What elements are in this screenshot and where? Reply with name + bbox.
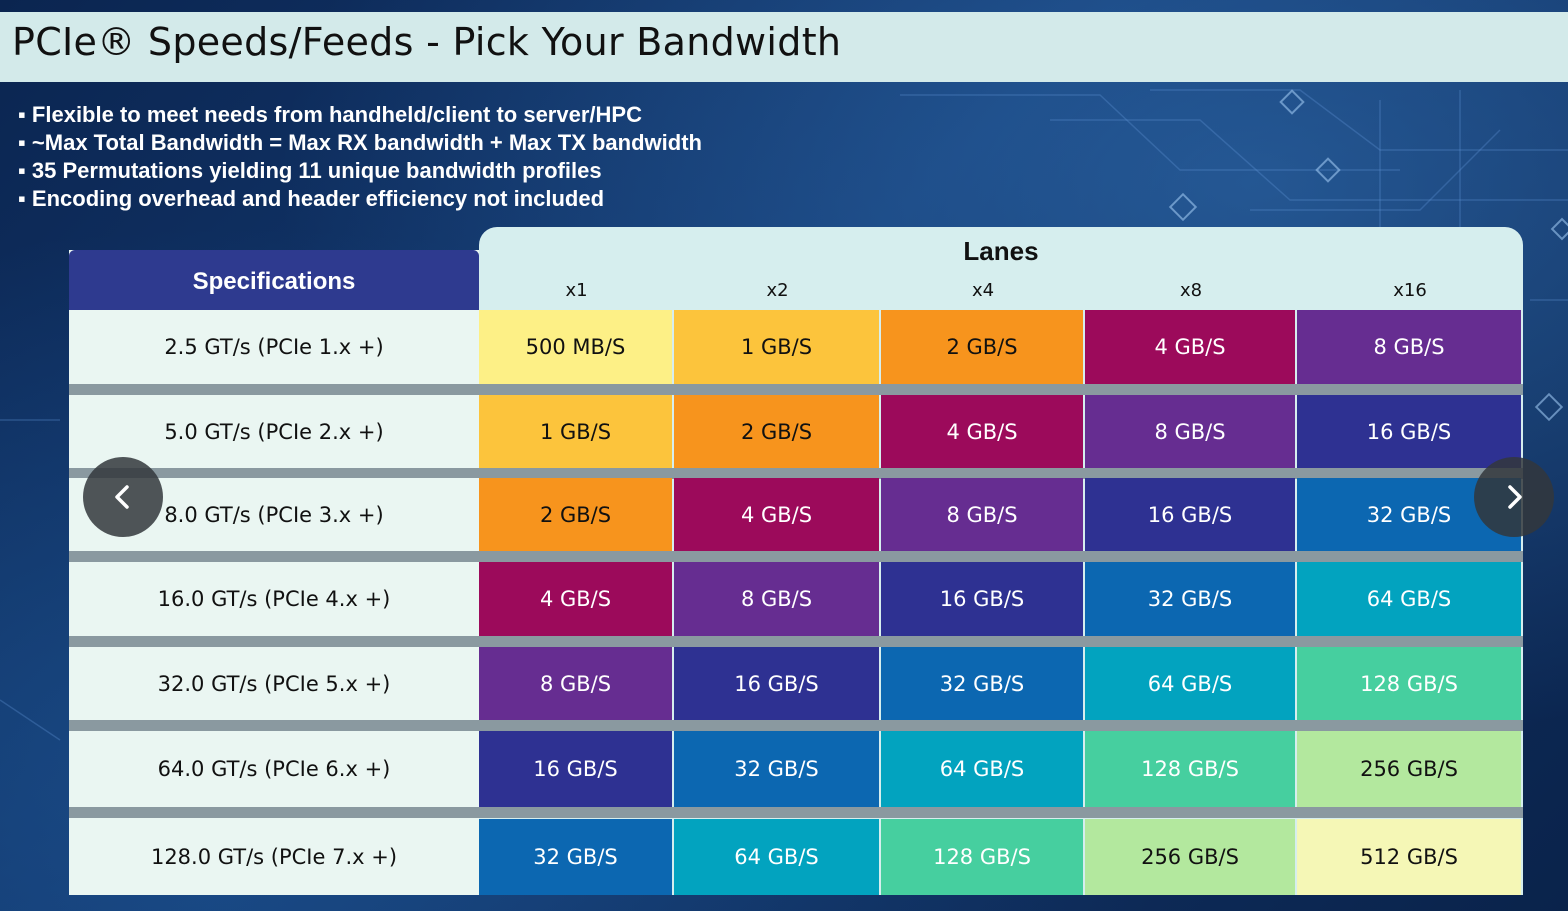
chevron-left-icon — [115, 485, 129, 509]
bandwidth-cell: 4 GB/S — [479, 562, 672, 636]
bandwidth-cell: 4 GB/S — [674, 478, 879, 551]
bandwidth-cell: 128 GB/S — [881, 819, 1083, 895]
bandwidth-cell: 2 GB/S — [674, 395, 879, 468]
bandwidth-cell: 16 GB/S — [479, 731, 672, 807]
title-bar: PCIe® Speeds/Feeds - Pick Your Bandwidth — [0, 12, 1568, 82]
bullet-list: Flexible to meet needs from handheld/cli… — [18, 101, 702, 213]
lane-label-x16: x16 — [1393, 280, 1427, 301]
row-divider — [69, 720, 1523, 731]
chevron-right-icon — [1508, 485, 1522, 509]
bandwidth-cell: 16 GB/S — [1085, 478, 1295, 551]
spec-cell: 16.0 GT/s (PCIe 4.x +) — [69, 562, 479, 636]
bandwidth-cell: 256 GB/S — [1297, 731, 1521, 807]
bandwidth-cell: 32 GB/S — [674, 731, 879, 807]
bandwidth-cell: 8 GB/S — [1085, 395, 1295, 468]
bandwidth-cell: 8 GB/S — [1297, 310, 1521, 384]
bandwidth-cell: 64 GB/S — [881, 731, 1083, 807]
bandwidth-cell: 2 GB/S — [479, 478, 672, 551]
bandwidth-cell: 8 GB/S — [674, 562, 879, 636]
lane-label-x8: x8 — [1179, 280, 1203, 301]
bandwidth-cell: 4 GB/S — [881, 395, 1083, 468]
bandwidth-cell: 64 GB/S — [1085, 647, 1295, 720]
bandwidth-cell: 4 GB/S — [1085, 310, 1295, 384]
spec-cell: 64.0 GT/s (PCIe 6.x +) — [69, 731, 479, 807]
bandwidth-cell: 1 GB/S — [674, 310, 879, 384]
bandwidth-cell: 8 GB/S — [479, 647, 672, 720]
spec-cell: 32.0 GT/s (PCIe 5.x +) — [69, 647, 479, 720]
spec-cell: 128.0 GT/s (PCIe 7.x +) — [69, 819, 479, 895]
bandwidth-cell: 32 GB/S — [1085, 562, 1295, 636]
page-title: PCIe® Speeds/Feeds - Pick Your Bandwidth — [12, 20, 842, 64]
lane-label-x1: x1 — [565, 280, 588, 301]
bandwidth-cell: 512 GB/S — [1297, 819, 1521, 895]
lane-label-x2: x2 — [766, 280, 789, 301]
bandwidth-cell: 32 GB/S — [881, 647, 1083, 720]
lanes-header: Lanes — [963, 236, 1039, 266]
prev-slide-button[interactable] — [83, 457, 163, 537]
next-slide-button[interactable] — [1474, 457, 1554, 537]
bullet-item: ~Max Total Bandwidth = Max RX bandwidth … — [18, 129, 702, 157]
row-divider — [69, 636, 1523, 647]
row-divider — [69, 807, 1523, 818]
bandwidth-cell: 64 GB/S — [674, 819, 879, 895]
bandwidth-cell: 128 GB/S — [1085, 731, 1295, 807]
specifications-header: Specifications — [69, 250, 479, 313]
lane-label-x4: x4 — [971, 280, 995, 301]
row-divider — [69, 468, 1523, 479]
bullet-item: Flexible to meet needs from handheld/cli… — [18, 101, 702, 129]
spec-cell: 2.5 GT/s (PCIe 1.x +) — [69, 310, 479, 384]
bandwidth-cell: 64 GB/S — [1297, 562, 1521, 636]
bullet-item: 35 Permutations yielding 11 unique bandw… — [18, 157, 702, 185]
bandwidth-cell: 16 GB/S — [674, 647, 879, 720]
bandwidth-cell: 128 GB/S — [1297, 647, 1521, 720]
bandwidth-cell: 32 GB/S — [479, 819, 672, 895]
bandwidth-cell: 16 GB/S — [1297, 395, 1521, 468]
bandwidth-cell: 500 MB/S — [479, 310, 672, 384]
bandwidth-cell: 1 GB/S — [479, 395, 672, 468]
bandwidth-cell: 2 GB/S — [881, 310, 1083, 384]
bandwidth-cell: 8 GB/S — [881, 478, 1083, 551]
spec-cell: 5.0 GT/s (PCIe 2.x +) — [69, 395, 479, 468]
bullet-item: Encoding overhead and header efficiency … — [18, 185, 702, 213]
row-divider — [69, 551, 1523, 562]
bandwidth-cell: 256 GB/S — [1085, 819, 1295, 895]
bandwidth-cell: 16 GB/S — [881, 562, 1083, 636]
row-divider — [69, 384, 1523, 395]
